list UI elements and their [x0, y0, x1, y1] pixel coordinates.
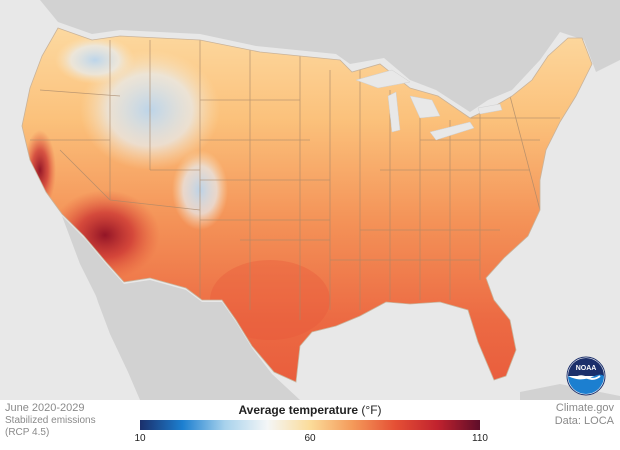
lake-michigan — [387, 91, 401, 133]
noaa-logo-text: NOAA — [576, 365, 597, 372]
footer: June 2020-2029 Stabilized emissions (RCP… — [0, 400, 620, 450]
state-borders — [30, 40, 560, 320]
legend-tick-min: 10 — [134, 433, 146, 444]
cuba-land — [520, 384, 620, 400]
legend-unit: (°F) — [361, 403, 382, 417]
legend-color-bar — [140, 420, 480, 430]
temperature-map — [0, 0, 620, 400]
great-lakes — [355, 69, 503, 141]
data-credit-label: Data: LOCA — [554, 415, 614, 427]
cascades-cool-zone — [55, 36, 135, 84]
legend-tick-max: 110 — [472, 433, 488, 444]
scenario-code-label: (RCP 4.5) — [5, 427, 50, 438]
legend-title: Average temperature (°F) — [140, 403, 480, 417]
lake-ontario — [477, 103, 503, 115]
lake-huron — [409, 95, 441, 119]
canada-land — [0, 0, 620, 112]
lake-superior — [355, 69, 411, 89]
legend-tick-mid: 60 — [304, 433, 316, 444]
scenario-label: Stabilized emissions — [5, 415, 96, 426]
time-period-label: June 2020-2029 — [5, 402, 85, 414]
source-label: Climate.gov — [555, 402, 614, 414]
lake-erie — [429, 121, 475, 141]
noaa-logo: NOAA — [566, 356, 606, 396]
baja-peninsula — [90, 268, 152, 400]
us-outline — [21, 27, 593, 383]
legend-title-text: Average temperature — [238, 403, 359, 417]
